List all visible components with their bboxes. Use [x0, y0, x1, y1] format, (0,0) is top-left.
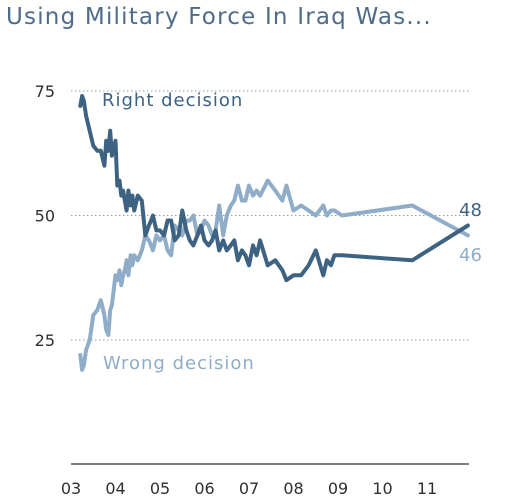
- series-lines: [78, 94, 470, 372]
- x-tick-label-05: 05: [150, 479, 170, 498]
- x-tick-label-04: 04: [105, 479, 125, 498]
- right-decision-line: [78, 94, 470, 283]
- y-axis-ticks: 75 50 25: [35, 82, 55, 350]
- y-tick-label-50: 50: [35, 207, 55, 226]
- x-tick-label-10: 10: [372, 479, 392, 498]
- wrong-decision-label: Wrong decision: [103, 353, 255, 374]
- wrong-decision-line: [78, 178, 470, 372]
- right-decision-end-label: 48: [459, 200, 482, 221]
- x-tick-label-08: 08: [283, 479, 303, 498]
- x-axis-ticks: 03 04 05 06 07 08 09 10 11: [61, 479, 437, 498]
- x-tick-label-03: 03: [61, 479, 81, 498]
- x-tick-label-11: 11: [417, 479, 437, 498]
- y-tick-label-25: 25: [35, 331, 55, 350]
- x-tick-label-07: 07: [239, 479, 259, 498]
- wrong-decision-end-label: 46: [459, 245, 482, 266]
- x-tick-label-06: 06: [194, 479, 214, 498]
- chart-title: Using Military Force In Iraq Was...: [6, 4, 432, 30]
- y-tick-label-75: 75: [35, 82, 55, 101]
- right-decision-label: Right decision: [102, 90, 243, 111]
- gridlines: [71, 90, 469, 341]
- x-tick-label-09: 09: [328, 479, 348, 498]
